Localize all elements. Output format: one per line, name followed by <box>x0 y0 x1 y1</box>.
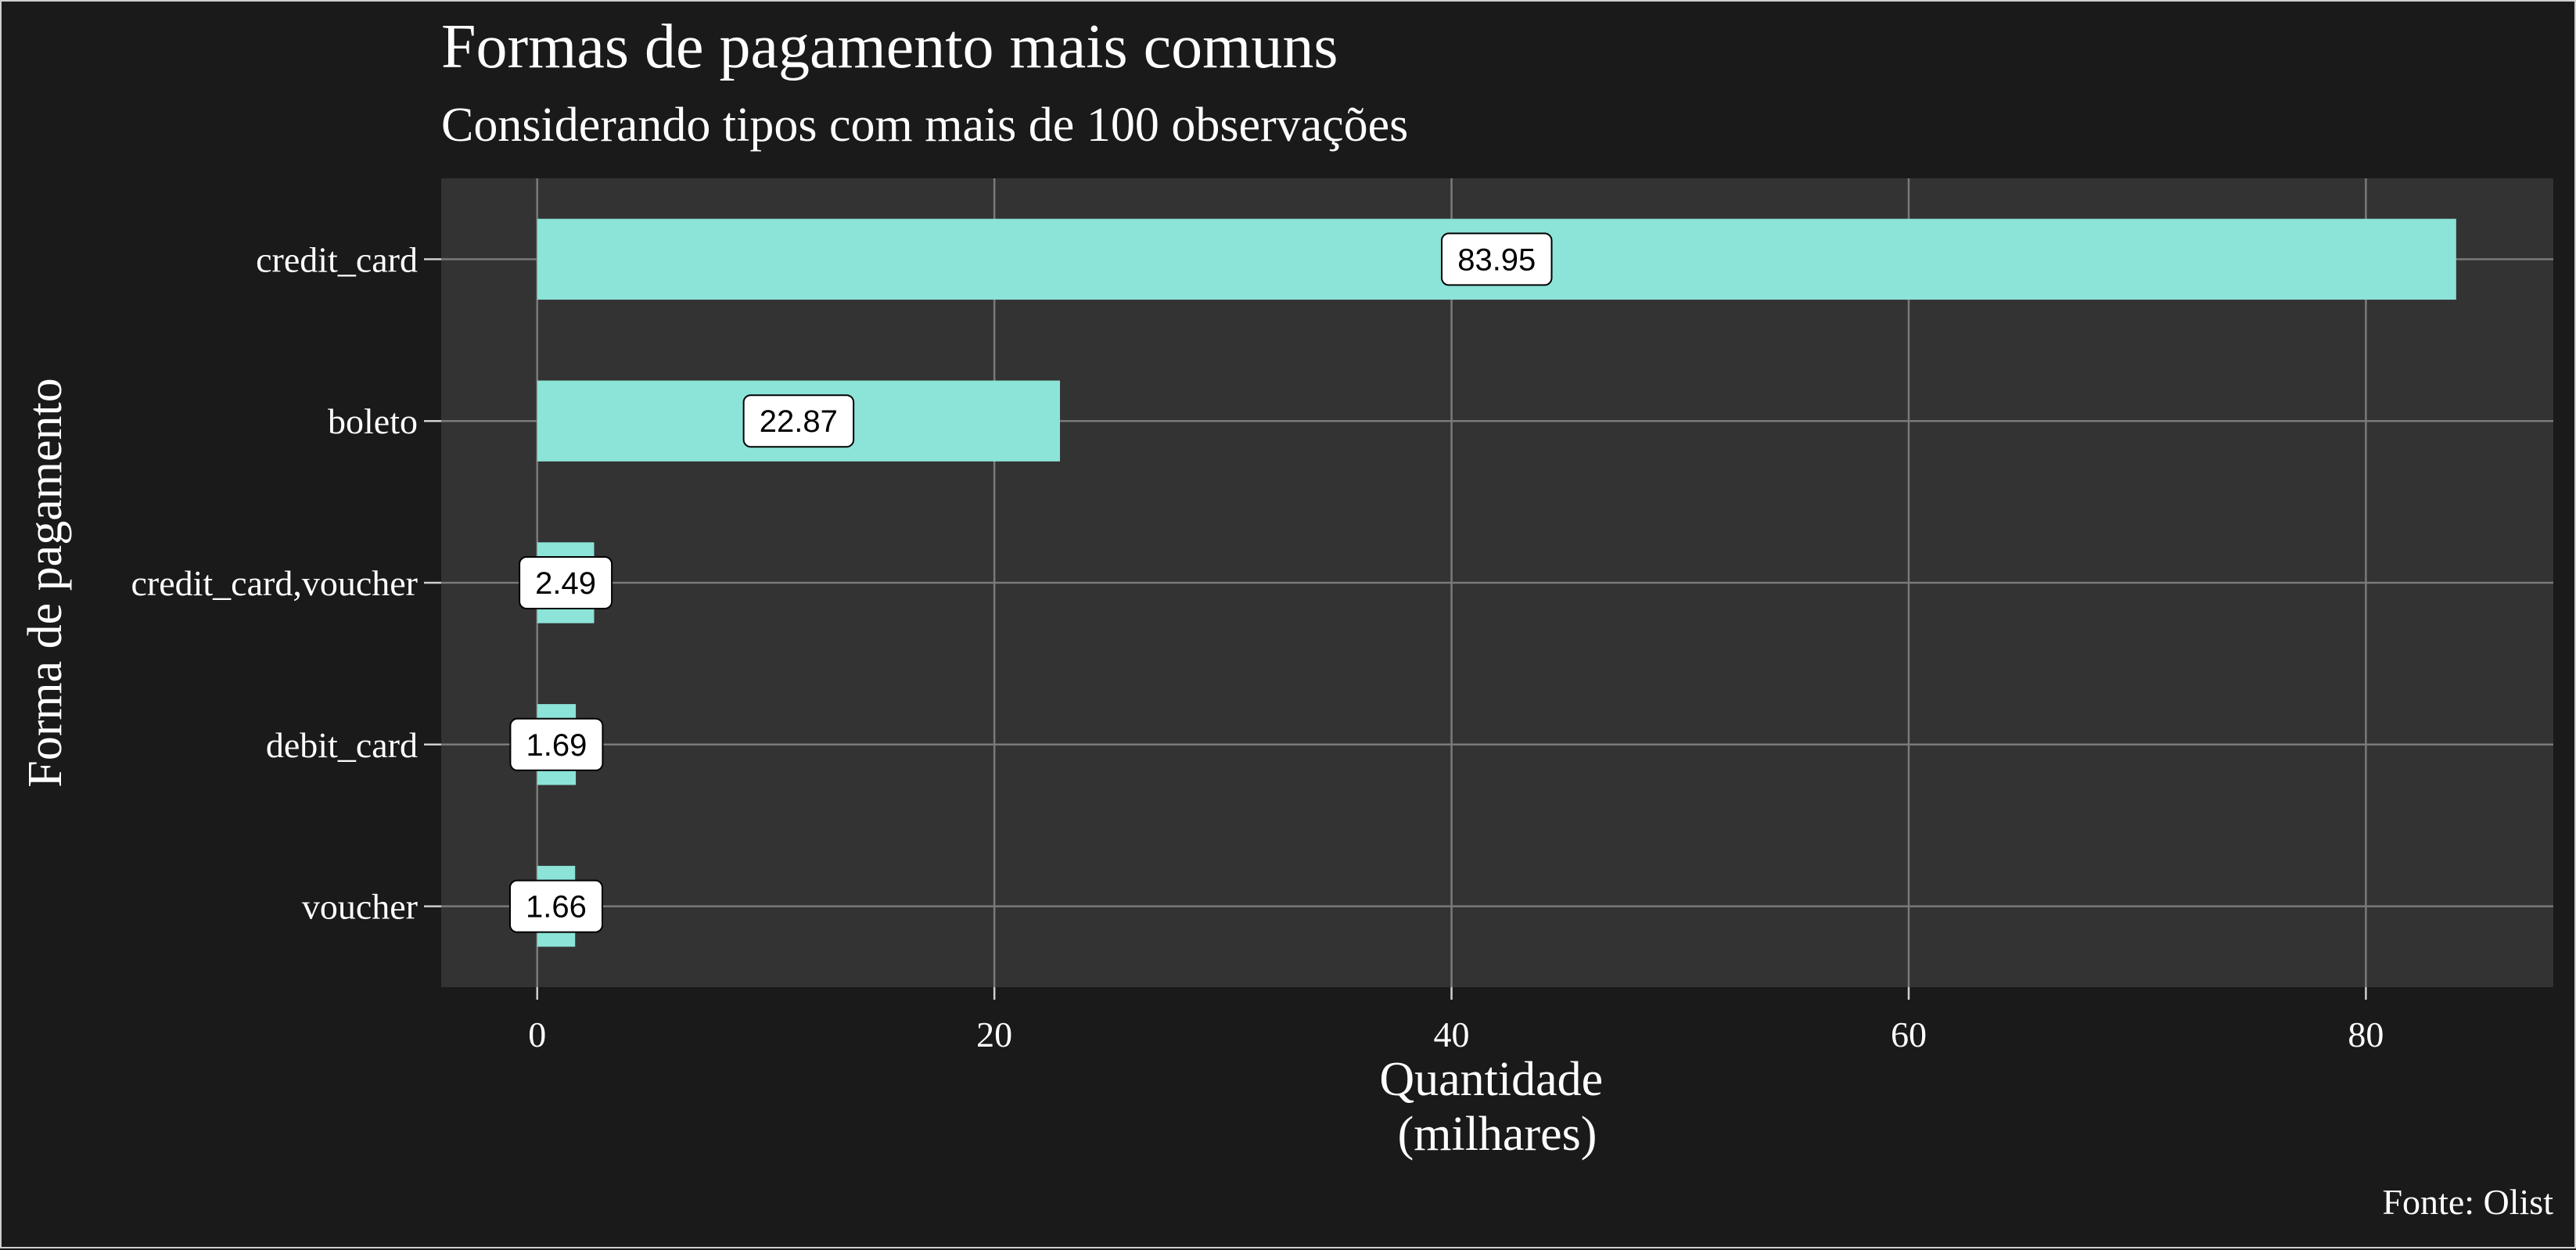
y-tick-label: voucher <box>302 887 418 927</box>
data-label-text: 22.87 <box>760 404 838 439</box>
data-label-text: 1.66 <box>526 890 587 925</box>
data-label-text: 1.69 <box>526 728 587 763</box>
y-tick-label: credit_card,voucher <box>131 563 418 603</box>
data-label-box <box>1441 232 1553 286</box>
data-label-box <box>508 879 603 933</box>
data-label: 1.66 <box>508 879 603 933</box>
data-label: 83.95 <box>1441 232 1553 286</box>
y-axis-title: Forma de pagamento <box>19 378 72 787</box>
data-label: 22.87 <box>742 394 855 448</box>
data-label-box <box>519 556 613 609</box>
x-axis-title: Quantidade (milhares) <box>1379 1053 1615 1161</box>
x-tick-label: 60 <box>1891 1015 1927 1054</box>
y-tick-label: boleto <box>328 401 418 441</box>
data-label-text: 2.49 <box>535 566 596 601</box>
data-label-box <box>509 717 604 771</box>
data-label-box <box>742 394 855 448</box>
x-tick-label: 40 <box>1434 1015 1470 1054</box>
x-tick-label: 0 <box>528 1015 546 1054</box>
x-tick-labels: 0 20 40 60 80 <box>528 987 2384 1054</box>
chart-caption: Fonte: Olist <box>2382 1182 2553 1222</box>
x-tick-label: 80 <box>2348 1015 2384 1054</box>
chart-subtitle: Considerando tipos com mais de 100 obser… <box>441 99 1408 152</box>
chart-title: Formas de pagamento mais comuns <box>441 13 1338 81</box>
data-labels: 83.95 22.87 2.49 1.69 1.66 <box>508 232 1553 933</box>
data-label: 2.49 <box>519 556 613 609</box>
y-tick-label: debit_card <box>266 725 418 765</box>
x-tick-label: 20 <box>976 1015 1012 1054</box>
data-label-text: 83.95 <box>1457 242 1536 277</box>
y-tick-label: credit_card <box>256 239 418 279</box>
data-label: 1.69 <box>509 717 604 771</box>
